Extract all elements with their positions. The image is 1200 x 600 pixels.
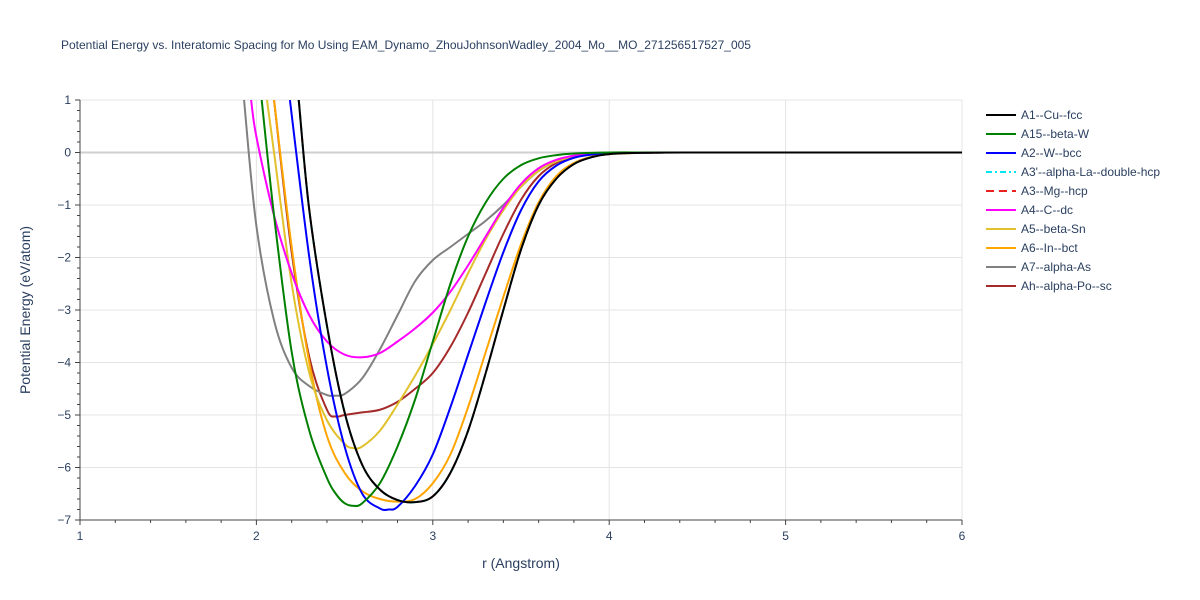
legend-swatch [986,208,1016,211]
y-tick-label: −3 [57,303,71,317]
series-line-9 [273,100,962,418]
y-tick-label: −1 [57,198,71,212]
legend-label: A3'--alpha-La--double-hcp [1021,164,1161,179]
legend-label: A3--Mg--hcp [1021,183,1088,198]
legend-label: A4--C--dc [1021,202,1074,217]
series-layer [243,100,962,512]
x-tick-label: 2 [253,529,260,543]
series-line-3 [297,100,962,504]
legend-swatch [986,265,1016,268]
legend-item[interactable]: A7--alpha-As [985,257,1160,276]
legend-item[interactable]: A3'--alpha-La--double-hcp [985,162,1160,181]
series-line-1 [260,100,962,507]
legend-label: A15--beta-W [1021,126,1090,141]
y-tick-label: −6 [57,461,71,475]
chart-title: Potential Energy vs. Interatomic Spacing… [61,38,751,52]
y-tick-label: −2 [57,251,71,265]
y-tick-label: −7 [57,513,71,527]
legend-swatch [986,132,1016,135]
legend-item[interactable]: A1--Cu--fcc [985,105,1160,124]
legend: A1--Cu--fcc A15--beta-W A2--W--bcc A3'--alp… [985,105,1160,295]
legend-item[interactable]: A15--beta-W [985,124,1160,143]
legend-swatch [986,170,1016,173]
x-tick-label: 5 [782,529,789,543]
legend-swatch [986,246,1016,249]
x-tick-label: 4 [606,529,613,543]
y-tick-label: 0 [64,146,71,160]
series-line-7 [273,100,962,503]
series-line-4 [297,100,962,504]
x-tick-label: 6 [959,529,966,543]
legend-item[interactable]: A4--C--dc [985,200,1160,219]
x-axis-title: r (Angstrom) [482,555,560,571]
legend-item[interactable]: A5--beta-Sn [985,219,1160,238]
legend-item[interactable]: A3--Mg--hcp [985,181,1160,200]
legend-item[interactable]: A6--In--bct [985,238,1160,257]
x-tick-label: 1 [77,529,84,543]
series-line-8 [243,100,962,397]
legend-label: A1--Cu--fcc [1021,107,1083,122]
axis-layer: 1 2 3 4 5 6 1 0 −1 −2 −3 −4 −5 −6 −7 [57,93,965,543]
series-line-5 [250,100,962,359]
legend-swatch [986,189,1016,192]
legend-swatch [986,227,1016,230]
legend-label: Ah--alpha-Po--sc [1021,278,1112,293]
series-line-2 [288,100,962,512]
legend-item[interactable]: Ah--alpha-Po--sc [985,276,1160,295]
legend-swatch [986,151,1016,154]
legend-label: A5--beta-Sn [1021,221,1086,236]
legend-label: A7--alpha-As [1021,259,1092,274]
legend-label: A6--In--bct [1021,240,1078,255]
legend-label: A2--W--bcc [1021,145,1082,160]
legend-swatch [986,113,1016,116]
y-tick-label: 1 [64,93,71,107]
grid-layer [80,99,963,520]
y-tick-label: −5 [57,408,71,422]
x-tick-label: 3 [429,529,436,543]
y-tick-label: −4 [57,356,71,370]
series-line-0 [297,100,962,504]
legend-item[interactable]: A2--W--bcc [985,143,1160,162]
legend-swatch [986,284,1016,287]
y-axis-title: Potential Energy (eV/atom) [17,226,33,394]
